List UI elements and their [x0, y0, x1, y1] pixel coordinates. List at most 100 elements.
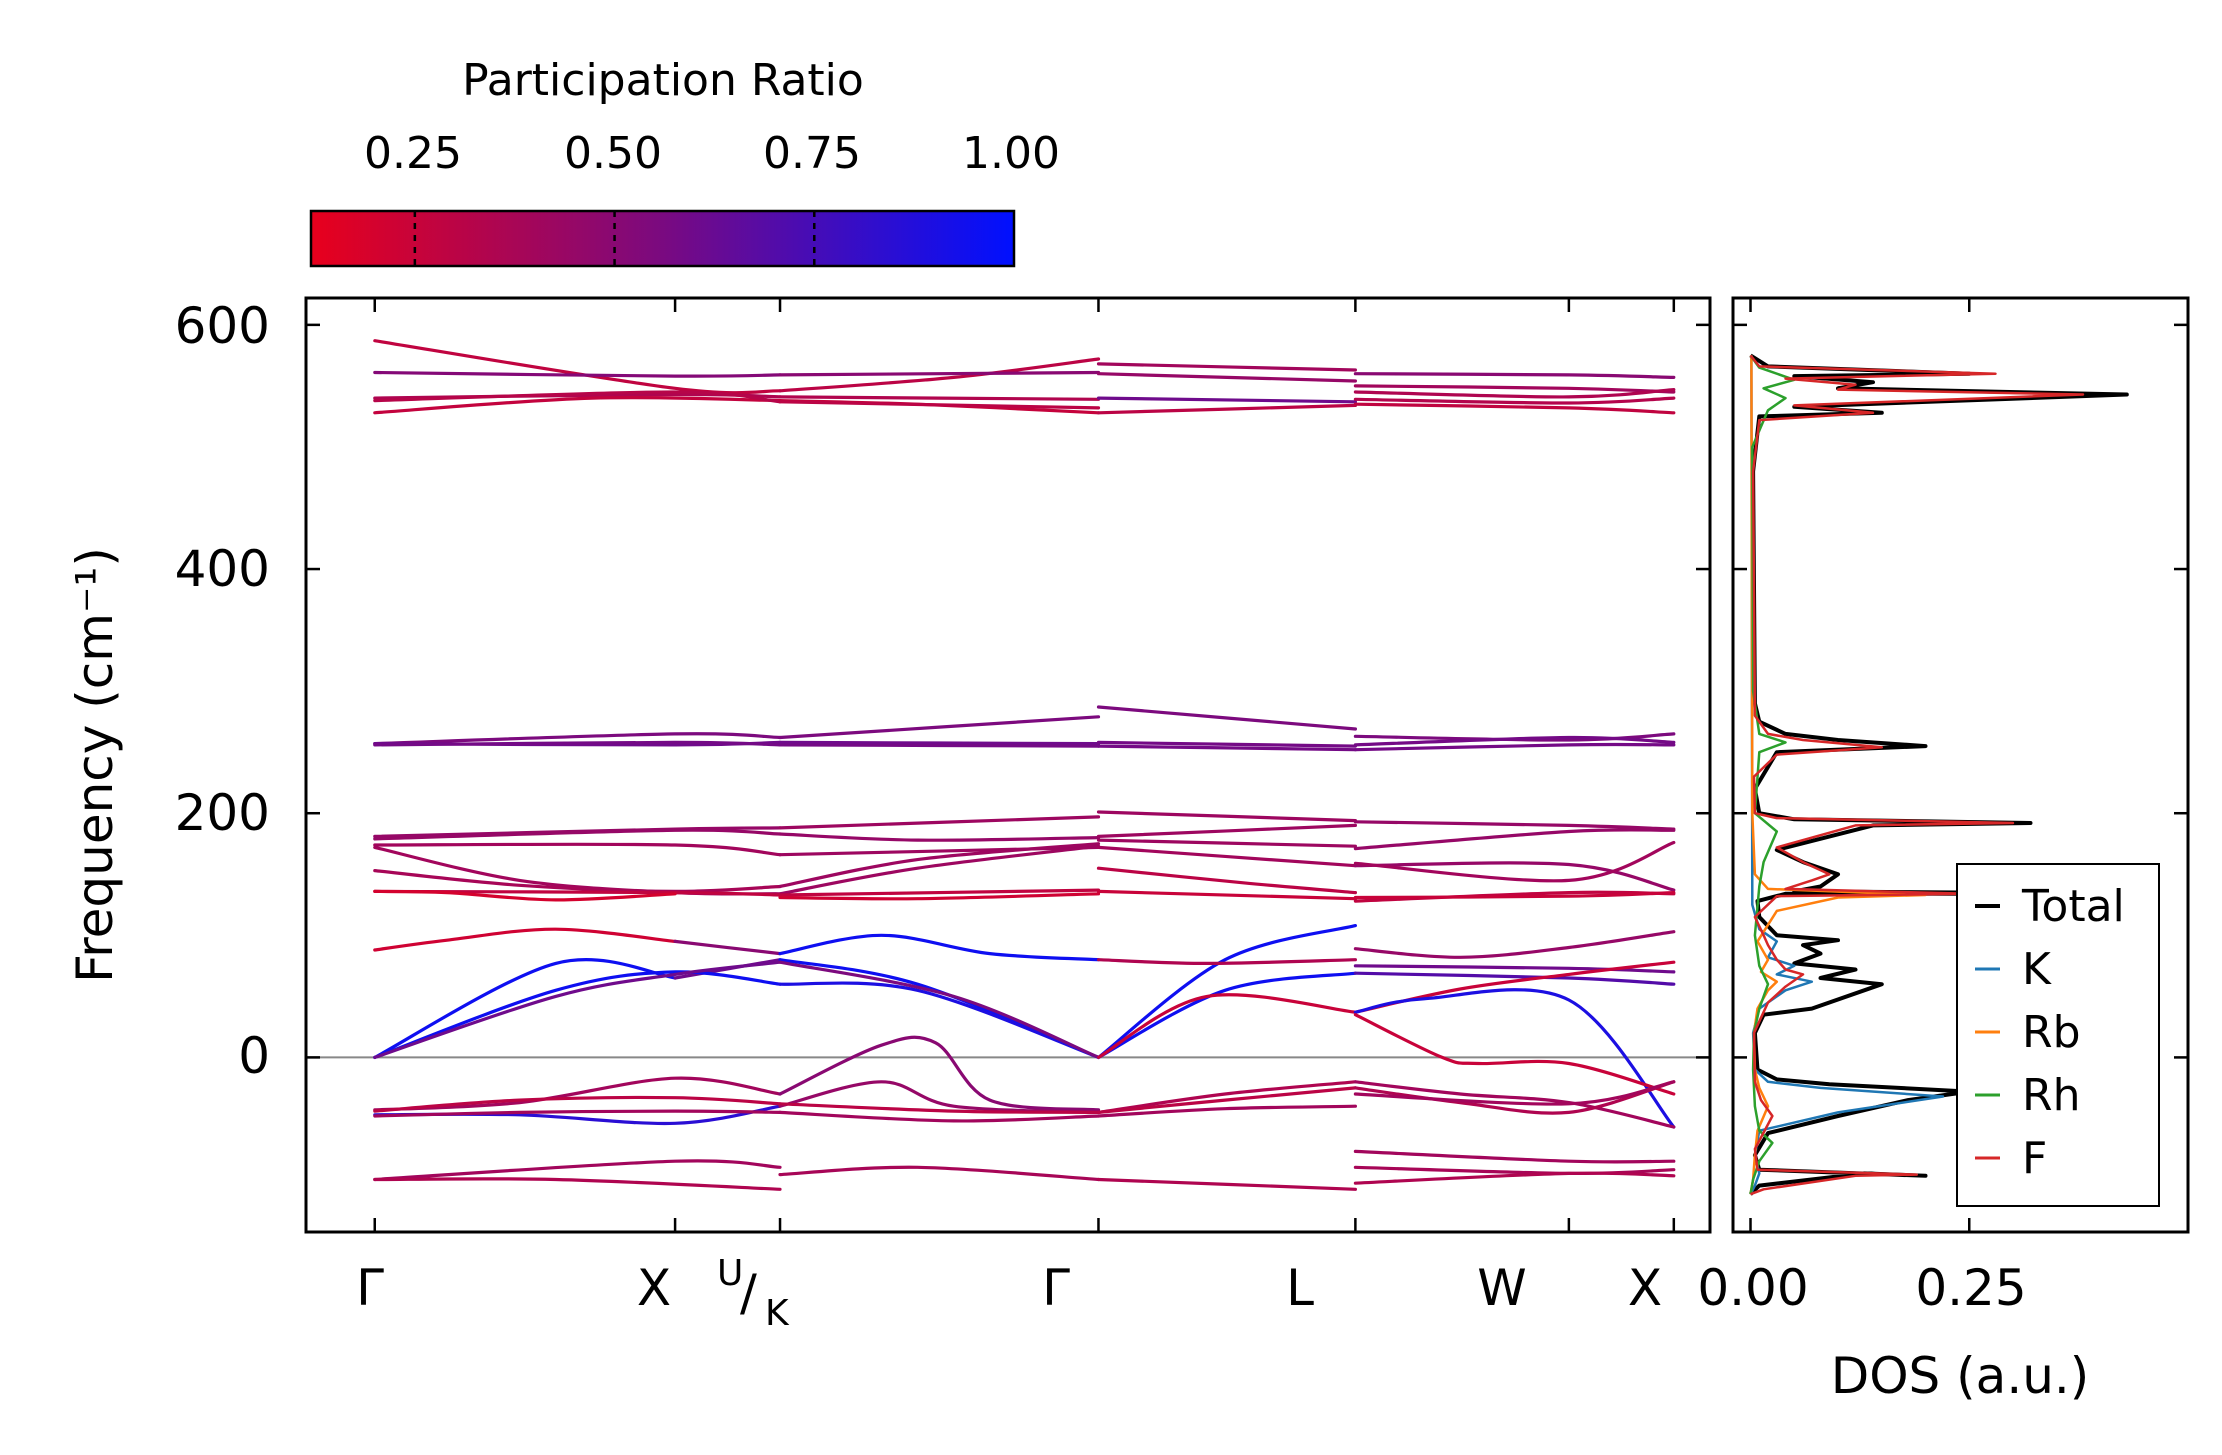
phonon-band [373, 1076, 782, 1112]
phonon-band [778, 1035, 1101, 1112]
phonon-band [373, 958, 677, 1059]
phonon-band [373, 1109, 782, 1118]
legend-item-rh: Rh [1975, 1070, 2080, 1121]
phonon-band [1353, 820, 1676, 831]
legend-item-k: K [1975, 944, 2052, 995]
kpoint-label-w: W [1477, 1259, 1526, 1317]
legend-label: Total [2021, 881, 2125, 932]
phonon-band [1353, 1149, 1676, 1164]
kpoint-label-x: X [637, 1259, 671, 1317]
phonon-band [778, 395, 1101, 401]
dos-series-rh [1749, 354, 1796, 1195]
legend-item-total: Total [1975, 881, 2125, 932]
phonon-band [373, 927, 677, 952]
legend: Total K Rb Rh F [1956, 863, 2160, 1207]
phonon-band [778, 1102, 1101, 1114]
colorbar-tick-label: 0.50 [564, 128, 662, 179]
phonon-band [1353, 735, 1676, 747]
legend-label: F [2022, 1133, 2047, 1184]
dos-xtick-label: 0.25 [1915, 1259, 2026, 1317]
phonon-band [373, 845, 782, 896]
phonon-band [778, 842, 1101, 889]
phonon-band [1096, 958, 1357, 966]
phonon-band [778, 1165, 1101, 1182]
band-plot-frame [304, 296, 1712, 1234]
phonon-band [1353, 732, 1676, 742]
phonon-band [1096, 823, 1357, 838]
kpoint-label-u-k: U / K [717, 1253, 790, 1334]
phonon-band [1096, 1086, 1357, 1114]
phonon-band [1096, 993, 1357, 1059]
kpoint-label-l: L [1286, 1259, 1314, 1317]
phonon-band [1096, 705, 1357, 731]
phonon-band [373, 960, 782, 1059]
phonon-band [1096, 845, 1357, 868]
legend-label: Rh [2022, 1070, 2080, 1121]
phonon-band [1096, 838, 1357, 848]
phonon-band [1353, 384, 1676, 394]
colorbar-tick-label: 1.00 [962, 128, 1060, 179]
phonon-band [1353, 1080, 1676, 1129]
phonon-band [373, 370, 782, 378]
phonon-band [1353, 372, 1676, 379]
dos-xtick-label: 0.00 [1697, 1259, 1808, 1317]
kpoint-label-gamma-2: Γ [1042, 1259, 1070, 1317]
phonon-band [373, 1095, 782, 1113]
phonon-band [373, 869, 782, 894]
phonon-band [778, 888, 1101, 897]
kpoint-label-k: K [765, 1293, 790, 1334]
phonon-band [1353, 971, 1676, 986]
phonon-band [1096, 396, 1357, 404]
colorbar-tick-label: 0.25 [364, 128, 462, 179]
phonon-band [1353, 964, 1676, 974]
colorbar-gradient [309, 209, 1016, 268]
phonon-band [373, 339, 782, 395]
ytick-label: 0 [238, 1027, 270, 1085]
phonon-band [778, 933, 1101, 962]
phonon-band [1096, 1080, 1357, 1114]
phonon-band [1096, 362, 1357, 372]
phonon-band [1096, 924, 1357, 1059]
phonon-band [373, 732, 782, 746]
legend-label: Rb [2022, 1007, 2081, 1058]
colorbar-tick-label: 0.75 [763, 128, 861, 179]
kpoint-label-x-2: X [1628, 1259, 1662, 1317]
phonon-band [1096, 1177, 1357, 1191]
phonon-band [1353, 1080, 1676, 1106]
phonon-band [1353, 840, 1676, 883]
phonon-band [1096, 889, 1357, 901]
phonon-band [1353, 1171, 1676, 1185]
phonon-band [1353, 388, 1676, 399]
phonon-band [373, 395, 782, 415]
dos-plot-frame [1731, 296, 2190, 1234]
phonon-band [1096, 810, 1357, 823]
dos-x-axis-label: DOS (a.u.) [1831, 1347, 2090, 1405]
phonon-band [1096, 1104, 1357, 1118]
phonon-band [1353, 828, 1676, 851]
phonon-band [1353, 1080, 1676, 1115]
phonon-band [373, 390, 782, 404]
band-structure-panel: 0 200 400 600 Frequency (cm⁻¹) Γ X U / K… [66, 296, 1712, 1334]
phonon-band [373, 740, 782, 747]
dos-series-rb [1749, 355, 1927, 1195]
ytick-label: 400 [175, 540, 270, 598]
phonon-band [1353, 1013, 1676, 1096]
phonon-band [1096, 866, 1357, 895]
phonon-band [778, 740, 1101, 746]
phonon-band [673, 939, 782, 956]
phonon-band [1353, 742, 1676, 752]
phonon-band [373, 842, 782, 857]
kpoint-label-gamma: Γ [356, 1259, 384, 1317]
legend-item-f: F [1975, 1133, 2047, 1184]
phonon-band [373, 889, 677, 902]
phonon-band [1096, 740, 1357, 748]
kpoint-label-u: U [717, 1253, 743, 1294]
phonon-band [1353, 402, 1676, 415]
phonon-band [778, 960, 1101, 1059]
colorbar: Participation Ratio 0.25 0.50 0.75 1.00 [309, 55, 1060, 268]
phonon-band [778, 958, 1101, 1059]
phonon-band [373, 828, 782, 841]
phonon-band [1096, 372, 1357, 383]
phonon-band [778, 370, 1101, 377]
